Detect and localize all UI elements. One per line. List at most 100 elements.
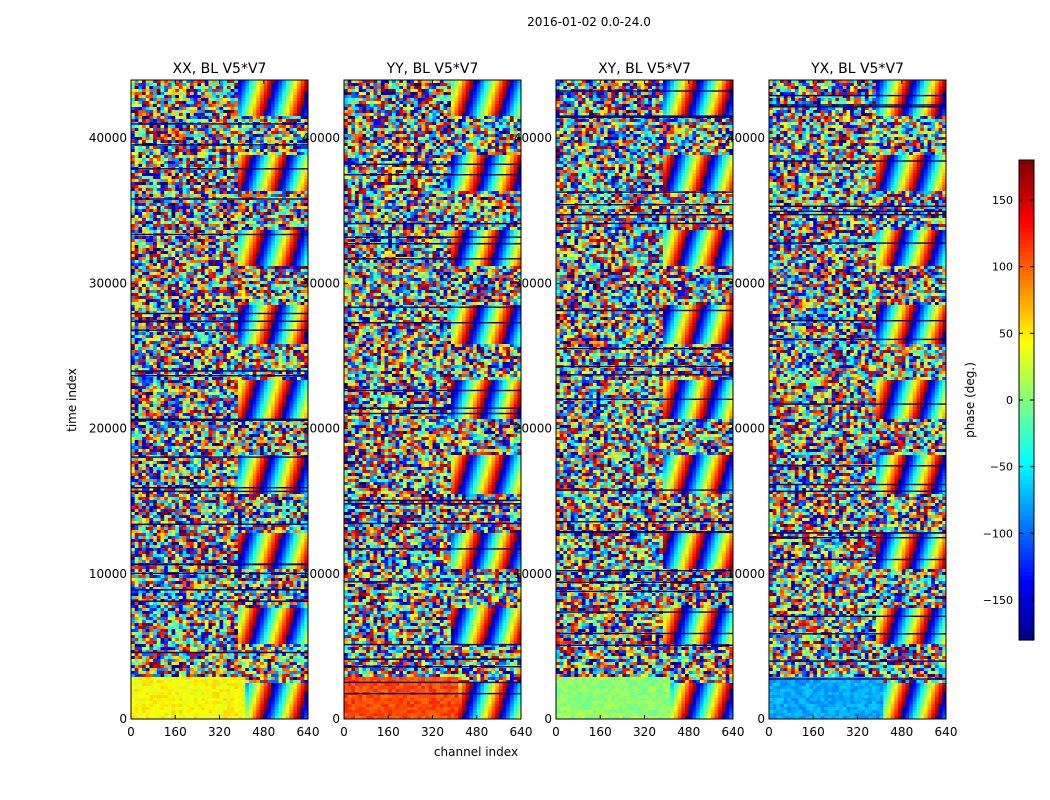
panel-0: XX, BL V5*V7 0 160 320 480 640 0 10000 20000 3000…: [89, 61, 320, 739]
colorbar-segment: [1019, 468, 1034, 473]
colorbar-segment: [1019, 320, 1034, 325]
colorbar-segment: [1019, 304, 1034, 309]
colorbar-segment: [1019, 448, 1034, 453]
x-tick-label: 0: [552, 725, 560, 739]
colorbar-segment: [1019, 532, 1034, 537]
colorbar-segment: [1019, 604, 1034, 609]
y-tick-label: 0: [332, 712, 340, 726]
panel-1: YY, BL V5*V7 0 160 320 480 640 0 10000 20000 3000…: [302, 61, 533, 739]
heatmap-image: [131, 80, 308, 719]
y-tick-label: 20000: [727, 422, 765, 436]
colorbar-segment: [1019, 484, 1034, 489]
colorbar-segment: [1019, 392, 1034, 397]
colorbar-segment: [1019, 588, 1034, 593]
colorbar-segment: [1019, 432, 1034, 437]
colorbar-segment: [1019, 264, 1034, 269]
colorbar-segment: [1019, 460, 1034, 465]
colorbar-segment: [1019, 496, 1034, 501]
colorbar-segment: [1019, 620, 1034, 625]
colorbar-segment: [1019, 252, 1034, 257]
y-tick-label: 40000: [89, 131, 127, 145]
y-tick-label: 30000: [727, 276, 765, 290]
colorbar-segment: [1019, 272, 1034, 277]
x-tick-label: 480: [890, 725, 913, 739]
colorbar-segment: [1019, 564, 1034, 569]
colorbar-segment: [1019, 336, 1034, 341]
colorbar-segment: [1019, 580, 1034, 585]
colorbar-segment: [1019, 192, 1034, 197]
x-tick-label: 480: [465, 725, 488, 739]
y-tick-label: 0: [544, 712, 552, 726]
colorbar-segment: [1019, 216, 1034, 221]
colorbar-segment: [1019, 184, 1034, 189]
colorbar-segment: [1019, 536, 1034, 541]
y-tick-label: 10000: [89, 567, 127, 581]
colorbar-segment: [1019, 408, 1034, 413]
colorbar-segment: [1019, 628, 1034, 633]
colorbar-segment: [1019, 308, 1034, 313]
colorbar-segment: [1019, 476, 1034, 481]
colorbar-tick-label: −50: [990, 461, 1013, 474]
colorbar-segment: [1019, 596, 1034, 601]
x-tick-label: 320: [421, 725, 444, 739]
colorbar-tick-label: 150: [992, 194, 1013, 207]
colorbar-segment: [1019, 548, 1034, 553]
colorbar-segment: [1019, 488, 1034, 493]
colorbar-tick-label: 100: [992, 261, 1013, 274]
y-tick-label: 10000: [302, 567, 340, 581]
colorbar-segment: [1019, 200, 1034, 205]
colorbar-segment: [1019, 612, 1034, 617]
y-tick-label: 30000: [302, 276, 340, 290]
colorbar-segment: [1019, 404, 1034, 409]
panel-2: XY, BL V5*V7 0 160 320 480 640 0 10000 20000 3000…: [514, 61, 745, 739]
x-tick-label: 320: [633, 725, 656, 739]
colorbar-segment: [1019, 364, 1034, 369]
colorbar-tick-label: 0: [1006, 394, 1013, 407]
colorbar-segment: [1019, 196, 1034, 201]
colorbar-segment: [1019, 224, 1034, 229]
colorbar-segment: [1019, 500, 1034, 505]
colorbar-segment: [1019, 512, 1034, 517]
colorbar-segment: [1019, 372, 1034, 377]
x-tick-label: 160: [164, 725, 187, 739]
colorbar-segment: [1019, 444, 1034, 449]
panel-title: YX, BL V5*V7: [810, 61, 904, 77]
colorbar-segment: [1019, 624, 1034, 629]
colorbar-segment: [1019, 280, 1034, 285]
colorbar-segment: [1019, 296, 1034, 301]
colorbar-segment: [1019, 436, 1034, 441]
x-tick-label: 160: [589, 725, 612, 739]
colorbar-segment: [1019, 208, 1034, 213]
colorbar-segment: [1019, 300, 1034, 305]
x-tick-label: 0: [765, 725, 773, 739]
y-tick-label: 40000: [302, 131, 340, 145]
x-tick-label: 320: [846, 725, 869, 739]
colorbar-label: phase (deg.): [963, 362, 977, 438]
heatmap-image: [556, 80, 733, 719]
colorbar-segment: [1019, 176, 1034, 181]
colorbar-tick-label: 50: [999, 327, 1013, 340]
x-tick-label: 320: [208, 725, 231, 739]
colorbar-segment: [1019, 584, 1034, 589]
colorbar-segment: [1019, 636, 1034, 641]
colorbar-segment: [1019, 420, 1034, 425]
colorbar-segment: [1019, 292, 1034, 297]
colorbar-segment: [1019, 412, 1034, 417]
colorbar-segment: [1019, 464, 1034, 469]
colorbar-segment: [1019, 244, 1034, 249]
colorbar-segment: [1019, 328, 1034, 333]
colorbar-segment: [1019, 384, 1034, 389]
colorbar-segment: [1019, 528, 1034, 533]
y-tick-label: 30000: [514, 276, 552, 290]
colorbar-segment: [1019, 556, 1034, 561]
colorbar-segment: [1019, 356, 1034, 361]
x-tick-label: 160: [802, 725, 825, 739]
colorbar-segment: [1019, 340, 1034, 345]
colorbar-segment: [1019, 228, 1034, 233]
colorbar-segment: [1019, 592, 1034, 597]
colorbar-segment: [1019, 456, 1034, 461]
x-tick-label: 160: [377, 725, 400, 739]
colorbar-segment: [1019, 332, 1034, 337]
colorbar-segment: [1019, 204, 1034, 209]
colorbar-segment: [1019, 180, 1034, 185]
